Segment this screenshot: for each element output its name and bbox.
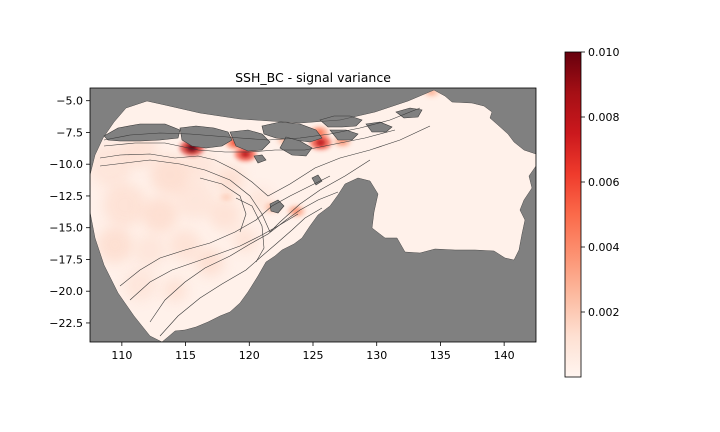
hotspot: [315, 139, 326, 147]
contour-line: [199, 177, 247, 233]
coastline: [90, 89, 536, 342]
colorbar-tick-label: 0.008: [588, 111, 620, 124]
sea-texture-blob: [97, 227, 133, 263]
island: [311, 174, 323, 186]
island: [269, 199, 285, 214]
x-tick-label: 135: [430, 349, 451, 362]
island: [229, 129, 271, 152]
colorbar-gradient: [564, 51, 582, 378]
y-tick-label: −17.5: [49, 253, 83, 266]
colorbar-tick-label: 0.006: [588, 176, 620, 189]
sea-texture-blob: [150, 155, 190, 195]
island: [179, 125, 233, 149]
sea-texture-blob: [169, 229, 201, 261]
sea-texture-blob: [209, 199, 241, 231]
contour-line: [103, 107, 421, 141]
island: [253, 154, 267, 164]
x-tick-label: 115: [175, 349, 196, 362]
contour-line: [149, 191, 339, 323]
x-tick-label: 125: [303, 349, 324, 362]
sea-texture-blob: [175, 180, 215, 220]
hotspot: [223, 195, 230, 200]
colorbar-tick-label: 0.010: [588, 46, 620, 59]
chart-title: SSH_BC - signal variance: [235, 70, 391, 85]
y-tick-label: −7.5: [56, 126, 83, 139]
hotspot: [240, 150, 251, 158]
island: [103, 123, 181, 142]
colorbar: 0.002 0.004 0.006 0.008 0.010: [564, 46, 620, 378]
island: [279, 136, 313, 157]
x-axis: 110 115 120 125 130 135 140: [111, 342, 515, 362]
x-tick-label: 110: [111, 349, 132, 362]
sea-texture-blob: [134, 234, 166, 266]
x-tick-label: 140: [494, 349, 515, 362]
contour-line: [235, 197, 265, 263]
y-tick-label: −5.0: [56, 95, 83, 108]
colorbar-tick-label: 0.004: [588, 241, 620, 254]
y-tick-label: −12.5: [49, 190, 83, 203]
contour-line: [129, 213, 299, 301]
bathymetry-contours: [90, 89, 536, 342]
sea-variance-texture: [90, 132, 272, 302]
hotspot: [293, 208, 300, 214]
contour-line: [99, 159, 371, 233]
x-tick-label: 120: [239, 349, 260, 362]
y-tick-label: −22.5: [49, 317, 83, 330]
contour-line: [103, 129, 396, 153]
sea-texture-blob: [124, 269, 156, 301]
island: [319, 115, 363, 128]
colorbar-tick-label: 0.002: [588, 306, 620, 319]
x-tick-label: 130: [366, 349, 387, 362]
y-tick-label: −10.0: [49, 158, 83, 171]
island: [395, 107, 423, 119]
sea-texture-blob: [233, 228, 257, 252]
sea-texture-blob: [103, 183, 147, 227]
sea-texture-blob: [196, 248, 224, 276]
contour-line: [159, 207, 323, 337]
y-tick-label: −15.0: [49, 222, 83, 235]
y-tick-label: −20.0: [49, 285, 83, 298]
colorbar-ticks: 0.002 0.004 0.006 0.008 0.010: [581, 46, 620, 319]
contour-line: [119, 175, 331, 287]
sea-texture-blob: [184, 149, 216, 181]
y-axis: −5.0 −7.5 −10.0 −12.5 −15.0 −17.5 −20.0 −22.5: [49, 95, 90, 330]
contour-line: [99, 125, 431, 197]
sea-texture-blob: [142, 197, 178, 233]
map-plot-area: [90, 88, 536, 342]
